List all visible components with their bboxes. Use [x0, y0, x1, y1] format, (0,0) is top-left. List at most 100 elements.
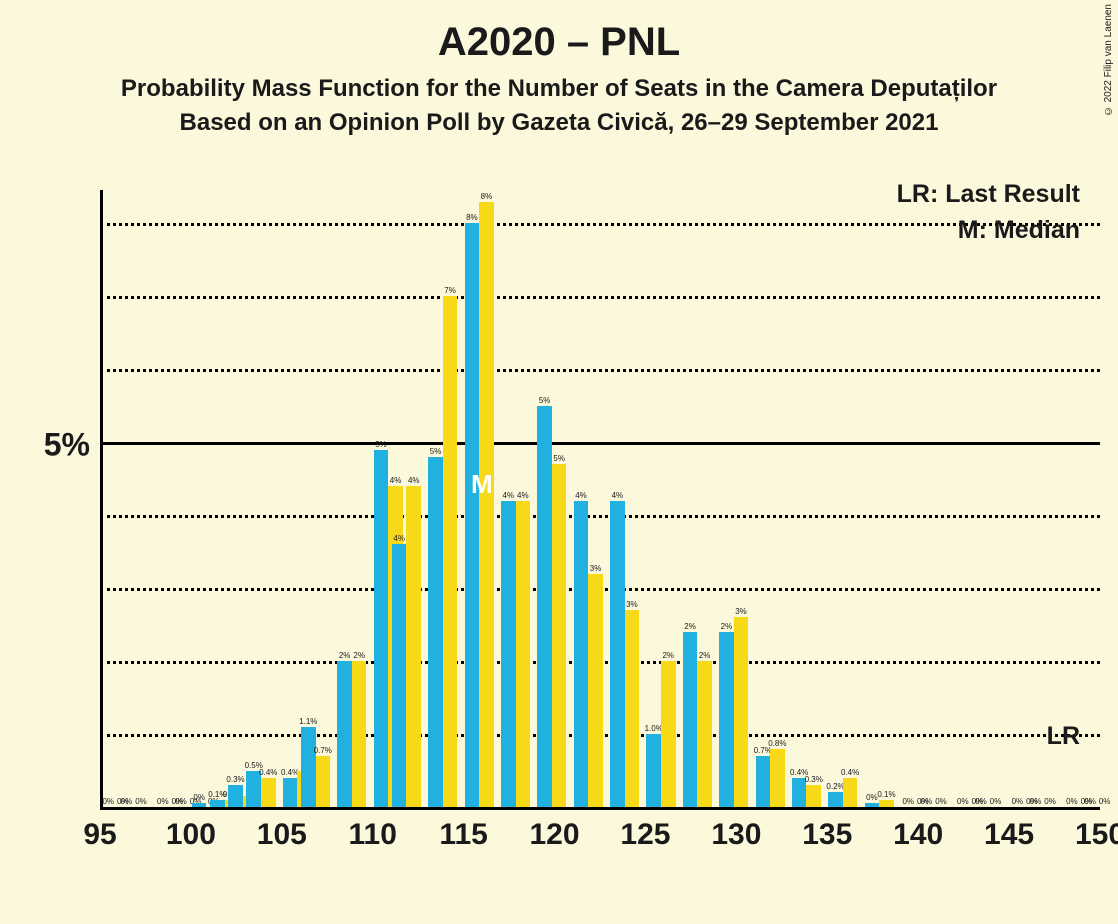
x-tick-label: 110 [349, 818, 397, 852]
plot-area: 5% LR: Last Result M: Median LR 0%0%0%0%… [100, 190, 1100, 810]
bar-yellow: 3% [625, 610, 640, 807]
bar-value-label: 0% [1030, 797, 1042, 806]
bar-value-label: 7% [444, 286, 456, 295]
bar-value-label: 0% [193, 793, 205, 802]
bar-blue: 4% [392, 544, 407, 807]
bar-value-label: 0% [957, 797, 969, 806]
bar-yellow: 2% [352, 661, 367, 807]
bar-value-label: 0% [102, 797, 114, 806]
bar-value-label: 8% [481, 192, 493, 201]
bar-yellow: 5% [552, 464, 567, 807]
bar-value-label: 0% [1012, 797, 1024, 806]
x-axis [100, 807, 1100, 810]
bar-blue: 8% [465, 223, 480, 807]
bar-yellow: 8% [479, 202, 494, 807]
bar-value-label: 0.3% [805, 775, 823, 784]
bar-value-label: 0% [1066, 797, 1078, 806]
bar-blue: 4% [501, 501, 516, 807]
bar-blue: 0% [192, 803, 207, 807]
bar-yellow: 4% [516, 501, 531, 807]
median-marker: M [471, 469, 493, 500]
x-axis-labels: 95100105110115120125130135140145150 [100, 818, 1100, 858]
x-tick-label: 115 [439, 818, 487, 852]
bar-value-label: 0% [135, 797, 147, 806]
bar-value-label: 0% [1099, 797, 1111, 806]
bar-blue: 2% [719, 632, 734, 807]
y-axis-label: 5% [44, 427, 90, 464]
bar-value-label: 0.4% [259, 768, 277, 777]
bar-blue: 5% [537, 406, 552, 807]
bar-blue: 0.7% [756, 756, 771, 807]
bar-value-label: 0.3% [226, 775, 244, 784]
bar-yellow: 0.7% [316, 756, 331, 807]
bar-value-label: 0% [157, 797, 169, 806]
x-tick-label: 145 [984, 818, 1034, 852]
bar-value-label: 3% [590, 564, 602, 573]
bar-blue: 2% [337, 661, 352, 807]
bar-yellow: 2% [697, 661, 712, 807]
bar-blue: 5% [428, 457, 443, 807]
bar-value-label: 2% [662, 651, 674, 660]
chart-title: A2020 – PNL [0, 20, 1118, 65]
bar-value-label: 4% [390, 476, 402, 485]
bar-yellow: 0.4% [843, 778, 858, 807]
bar-value-label: 5% [430, 447, 442, 456]
bar-blue: 0.4% [283, 778, 298, 807]
bar-yellow: 4% [406, 486, 421, 807]
bar-blue: 0% [865, 803, 880, 807]
bar-blue: 0.2% [828, 792, 843, 807]
bar-value-label: 4% [612, 491, 624, 500]
bar-value-label: 4% [517, 491, 529, 500]
bar-value-label: 1.1% [299, 717, 317, 726]
bar-blue: 1.1% [301, 727, 316, 807]
x-tick-label: 135 [802, 818, 852, 852]
x-tick-label: 95 [83, 818, 116, 852]
bar-value-label: 3% [735, 607, 747, 616]
bar-blue: 0.1% [210, 800, 225, 807]
bar-yellow: 0.8% [770, 749, 785, 807]
bar-yellow: 0.4% [261, 778, 276, 807]
bar-blue: 1.0% [646, 734, 661, 807]
titles-block: A2020 – PNL Probability Mass Function fo… [0, 20, 1118, 143]
bars-container: 0%0%0%0%0%0%0%0%0%0%0.1%0.1%0.3%0.5%0.4%… [100, 190, 1100, 807]
bar-blue: 2% [683, 632, 698, 807]
bar-value-label: 0% [921, 797, 933, 806]
x-tick-label: 120 [530, 818, 580, 852]
bar-blue: 0.3% [228, 785, 243, 807]
x-tick-label: 105 [257, 818, 307, 852]
bar-value-label: 0% [975, 797, 987, 806]
bar-value-label: 2% [699, 651, 711, 660]
bar-value-label: 0% [1044, 797, 1056, 806]
bar-value-label: 4% [408, 476, 420, 485]
bar-value-label: 0.1% [877, 790, 895, 799]
bar-blue: 5% [374, 450, 389, 807]
bar-yellow: 0.3% [806, 785, 821, 807]
bar-value-label: 0% [1084, 797, 1096, 806]
bar-value-label: 0.7% [314, 746, 332, 755]
bar-value-label: 3% [626, 600, 638, 609]
bar-value-label: 0.8% [768, 739, 786, 748]
bar-yellow: 2% [661, 661, 676, 807]
bar-blue: 4% [610, 501, 625, 807]
bar-value-label: 5% [539, 396, 551, 405]
bar-value-label: 2% [684, 622, 696, 631]
x-tick-label: 140 [893, 818, 943, 852]
bar-blue: 4% [574, 501, 589, 807]
bar-yellow: 3% [588, 574, 603, 807]
bar-yellow: 3% [734, 617, 749, 807]
x-tick-label: 100 [166, 818, 216, 852]
bar-value-label: 0.4% [841, 768, 859, 777]
bar-value-label: 0% [990, 797, 1002, 806]
x-tick-label: 130 [711, 818, 761, 852]
bar-value-label: 0% [175, 797, 187, 806]
bar-value-label: 0% [902, 797, 914, 806]
bar-value-label: 5% [553, 454, 565, 463]
bar-value-label: 5% [375, 440, 387, 449]
bar-value-label: 4% [575, 491, 587, 500]
bar-value-label: 0% [866, 793, 878, 802]
bar-value-label: 8% [466, 213, 478, 222]
bar-value-label: 4% [393, 534, 405, 543]
bar-yellow: 7% [443, 296, 458, 807]
bar-yellow: 0.1% [879, 800, 894, 807]
bar-value-label: 2% [721, 622, 733, 631]
